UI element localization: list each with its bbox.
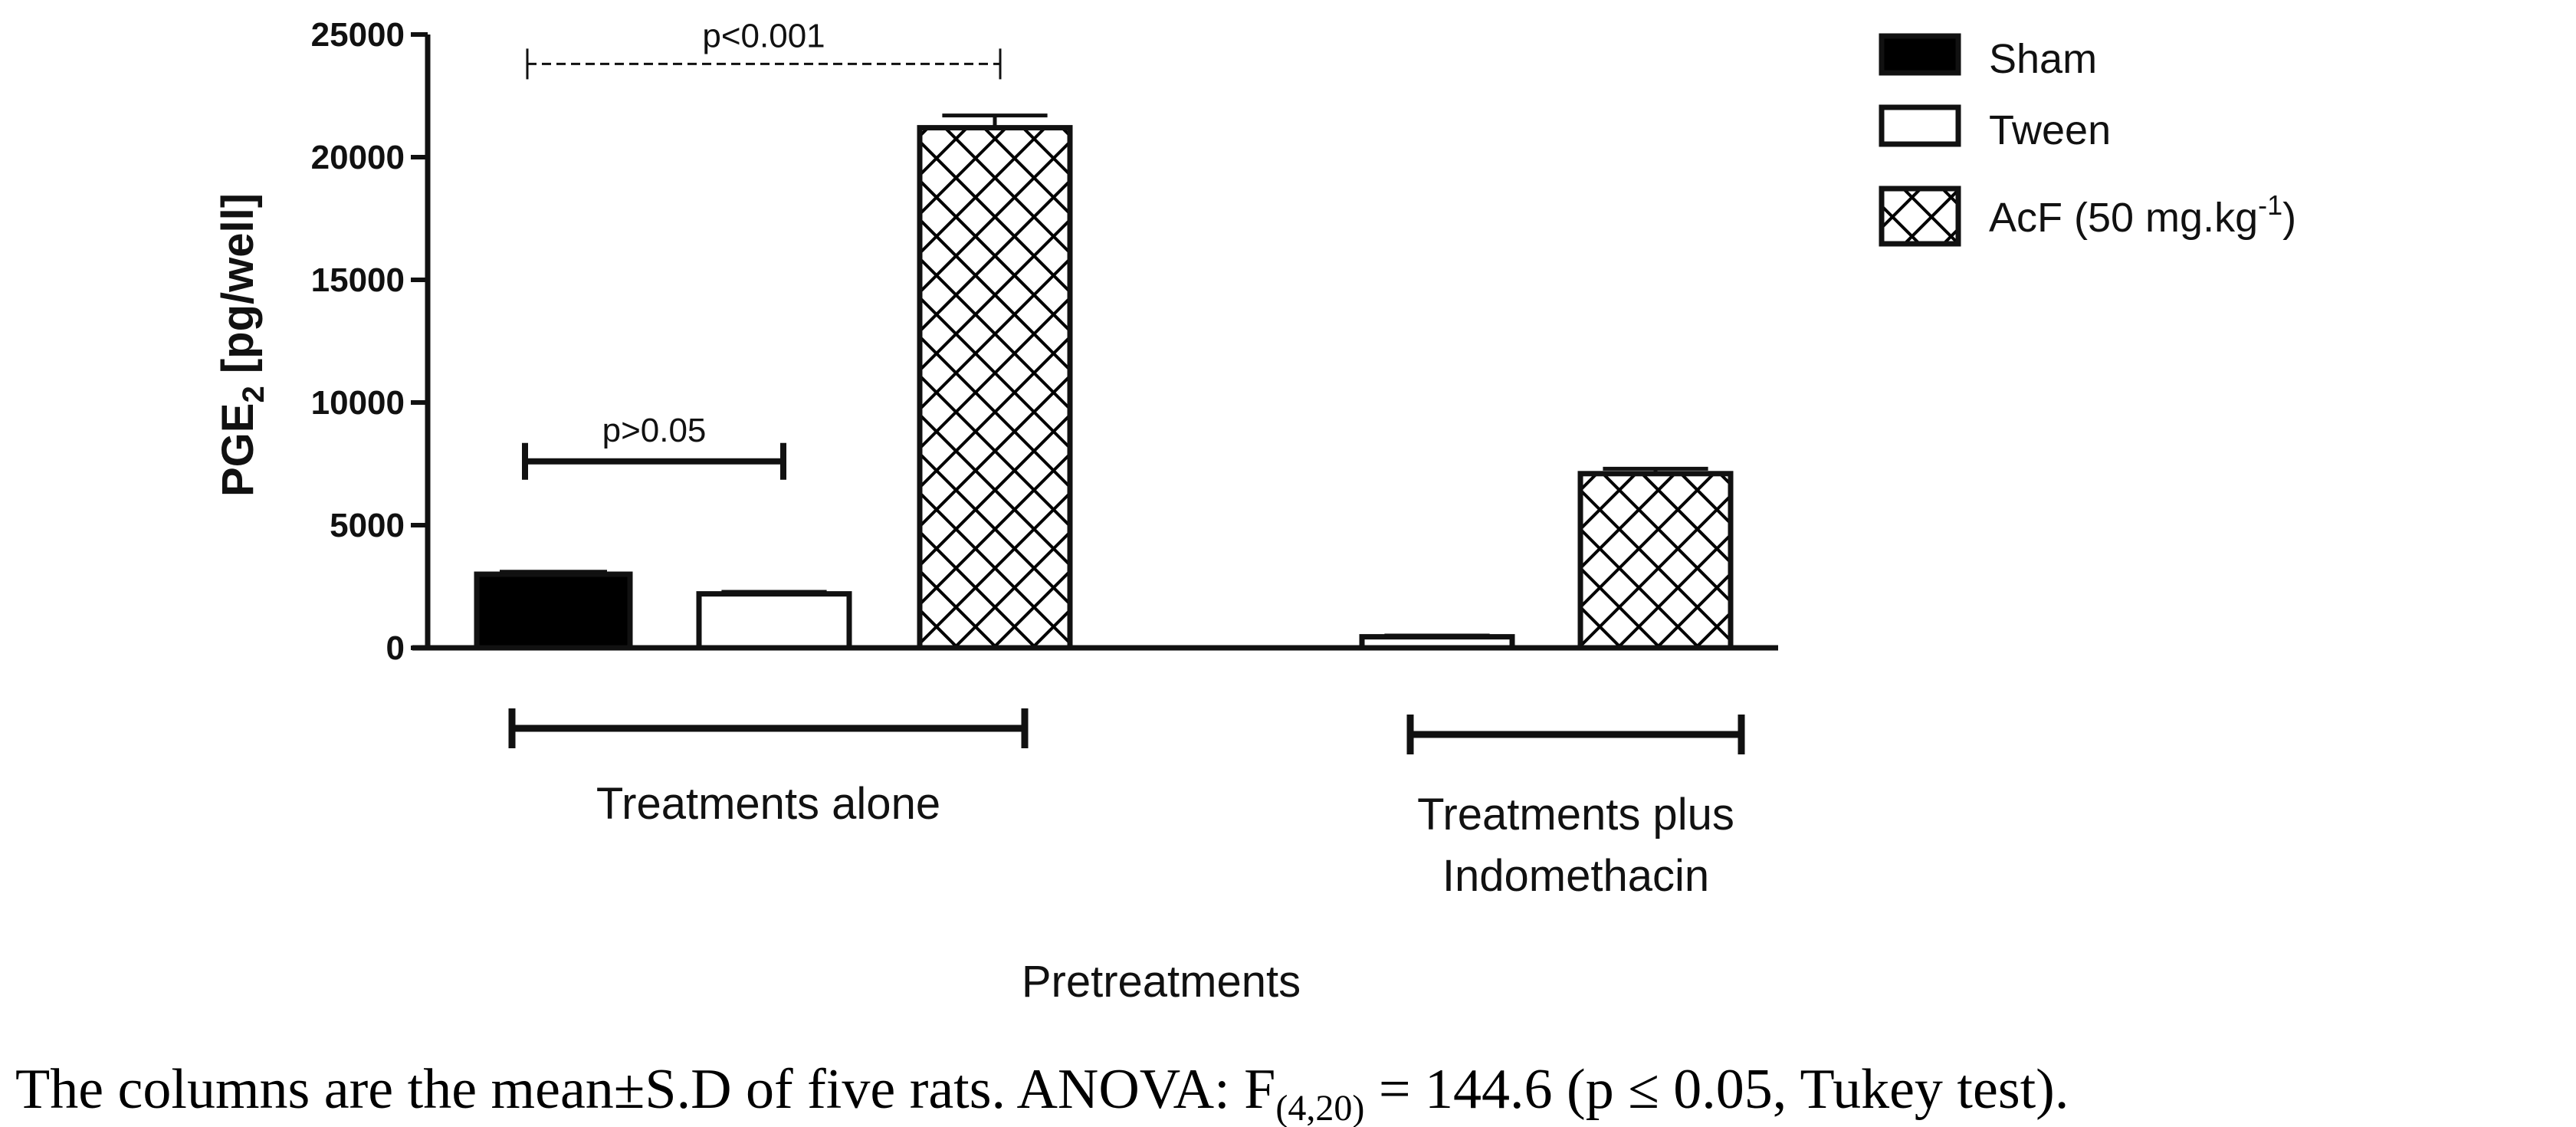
legend-swatch-acf-50-mg-kg <box>1879 186 1961 247</box>
bar-tween-group-2 <box>1359 634 1515 651</box>
y-axis: 0 5000 10000 15000 20000 25000 <box>311 16 428 667</box>
y-tick-label: 25000 <box>311 16 405 54</box>
comparisons: p<0.001 p>0.05 <box>522 17 1002 480</box>
legend-label-sham: Sham <box>1989 36 2097 82</box>
bar-tween-group-1 <box>696 591 852 651</box>
y-axis-title: PGE2 [pg/well] <box>213 193 271 497</box>
group-label: Treatments alone <box>596 779 940 829</box>
comparison-label: p<0.001 <box>702 17 825 54</box>
x-axis-title: Pretreatments <box>1022 957 1301 1007</box>
bar-acf-50-mg-kg-1-group-1 <box>917 125 1073 651</box>
y-tick-label: 15000 <box>311 261 405 299</box>
y-tick-label: 10000 <box>311 384 405 422</box>
y-tick-label: 20000 <box>311 139 405 176</box>
legend: Sham Tween AcF (50 mg.kg-1) <box>1879 33 2296 247</box>
bars <box>474 113 1734 651</box>
comparison-label: p>0.05 <box>602 412 707 449</box>
legend-label-acf-50-mg-kg: AcF (50 mg.kg-1) <box>1989 189 2296 241</box>
bar-acf-50-mg-kg-1-group-2 <box>1577 471 1734 651</box>
group-label: Indomethacin <box>1442 851 1709 901</box>
legend-swatch-sham <box>1879 33 1961 76</box>
group-label: Treatments plus <box>1417 790 1734 840</box>
bar-sham-group-1 <box>474 571 633 651</box>
figure-caption: The columns are the mean±S.D of five rat… <box>15 1058 2069 1127</box>
y-tick-label: 5000 <box>330 507 405 544</box>
group-brackets: Treatments alone Treatments plus Indometha… <box>508 708 1745 901</box>
legend-swatch-tween <box>1879 104 1961 147</box>
y-tick-label: 0 <box>386 629 405 667</box>
legend-label-tween: Tween <box>1989 107 2111 153</box>
